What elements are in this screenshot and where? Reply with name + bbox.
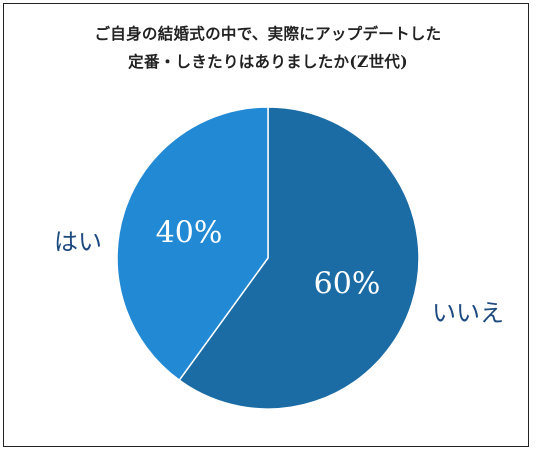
chart-title-line-2: 定番・しきたりはありましたか(Z世代)	[128, 52, 408, 71]
slice-value-no: 60%	[314, 267, 381, 302]
pie-slice-yes	[116, 106, 269, 382]
pie-slice-no	[178, 106, 420, 410]
slice-label-no: いいえ	[432, 299, 504, 327]
chart-title-line-1: ご自身の結婚式の中で、実際にアップデートした	[94, 24, 442, 43]
slice-label-yes: はい	[54, 228, 102, 256]
slice-value-yes: 40%	[156, 215, 223, 250]
